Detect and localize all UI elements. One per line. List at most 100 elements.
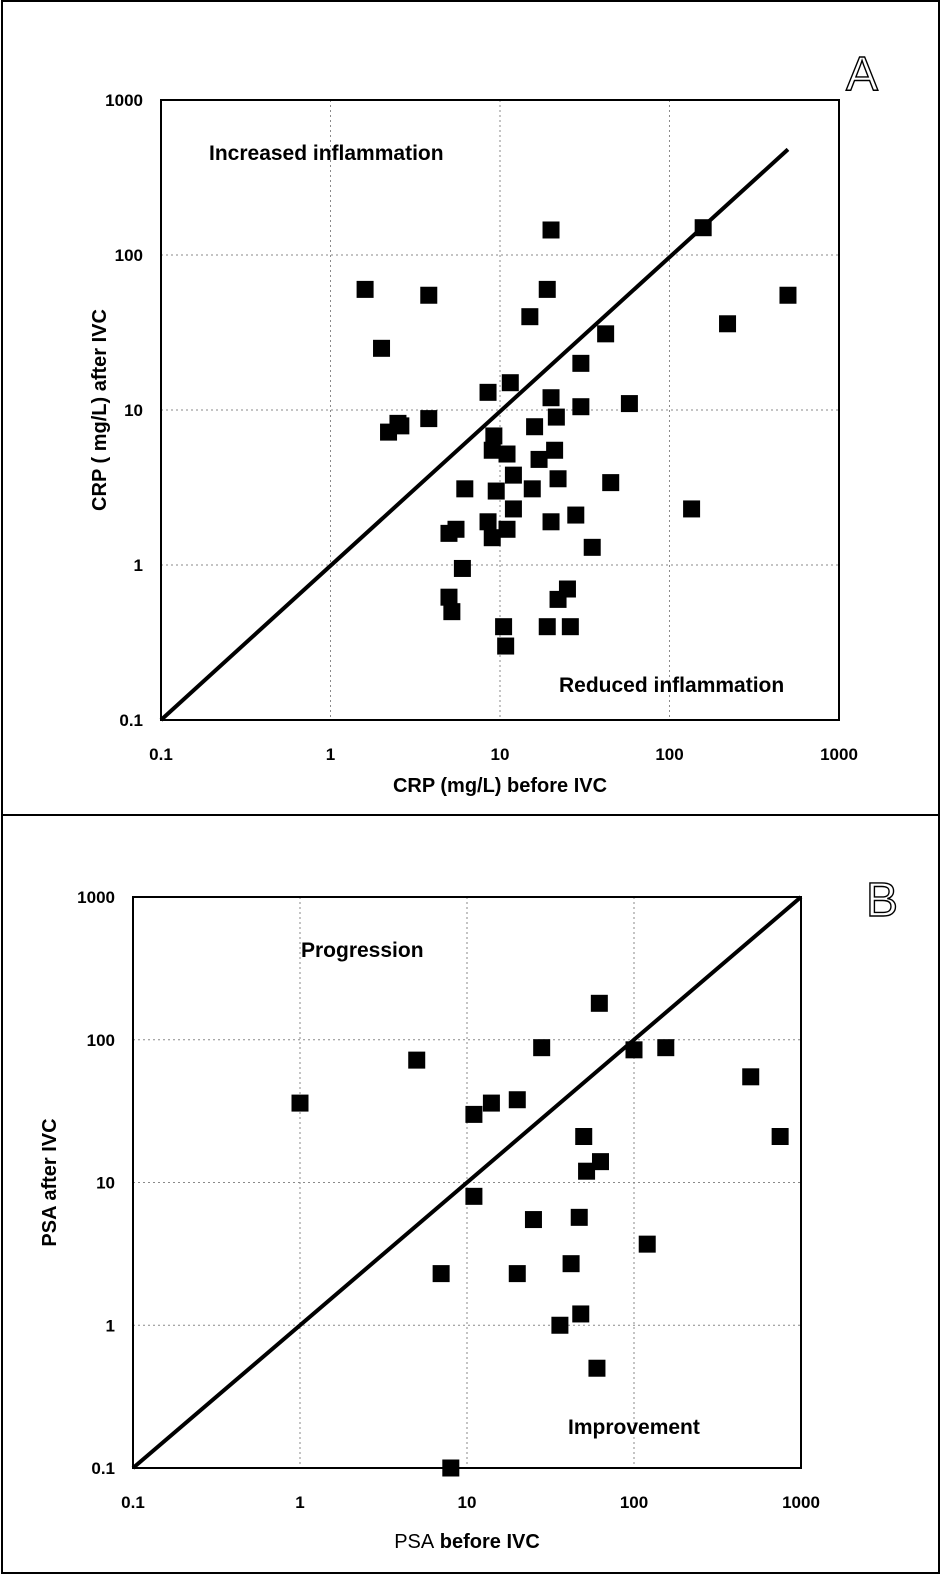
data-point-marker bbox=[562, 1255, 580, 1273]
data-point-marker bbox=[440, 588, 458, 606]
data-point-marker bbox=[657, 1039, 675, 1057]
data-point-marker bbox=[443, 603, 461, 621]
panel-a-y-tick-labels: 0.1 1 10 100 1000 bbox=[105, 91, 143, 730]
panel-b-plot-area bbox=[132, 896, 802, 1469]
panel-b-y-tick-label: 1000 bbox=[77, 888, 115, 907]
data-point-marker bbox=[620, 395, 638, 413]
panel-a-letter: A bbox=[846, 48, 878, 101]
panel-a-markers bbox=[356, 219, 797, 655]
data-point-marker bbox=[561, 618, 579, 636]
data-point-marker bbox=[291, 1094, 309, 1112]
panel-b-y-tick-label: 1 bbox=[106, 1316, 115, 1335]
data-point-marker bbox=[453, 559, 471, 577]
data-point-marker bbox=[432, 1265, 450, 1283]
panel-b-x-tick-labels: 0.1 1 10 100 1000 bbox=[121, 1493, 820, 1512]
data-point-marker bbox=[771, 1128, 789, 1146]
data-point-marker bbox=[498, 445, 516, 463]
panel-a-annotation-reduced: Reduced inflammation bbox=[559, 674, 784, 697]
data-point-marker bbox=[498, 520, 516, 538]
data-point-marker bbox=[570, 1208, 588, 1226]
panel-b-letter: B bbox=[866, 874, 898, 927]
data-point-marker bbox=[542, 513, 560, 531]
data-point-marker bbox=[779, 286, 797, 304]
data-point-marker bbox=[602, 474, 620, 492]
panel-a-x-tick-labels: 0.1 1 10 100 1000 bbox=[149, 745, 858, 764]
data-point-marker bbox=[521, 308, 539, 326]
data-point-marker bbox=[479, 383, 497, 401]
panel-a-y-tick-label: 1 bbox=[134, 556, 143, 575]
panel-b-x-tick-label: 1 bbox=[295, 1493, 304, 1512]
data-point-marker bbox=[447, 520, 465, 538]
panel-a-frame bbox=[1, 0, 940, 816]
panel-a-identity-line bbox=[159, 147, 790, 722]
data-point-marker bbox=[504, 500, 522, 518]
data-point-marker bbox=[530, 450, 548, 468]
panel-b-annotation-improvement: Improvement bbox=[568, 1416, 700, 1439]
data-point-marker bbox=[504, 466, 522, 484]
data-point-marker bbox=[546, 441, 564, 459]
data-point-marker bbox=[683, 500, 701, 518]
data-point-marker bbox=[508, 1091, 526, 1109]
data-point-marker bbox=[719, 315, 737, 333]
panel-a-y-tick-label: 100 bbox=[115, 246, 143, 265]
data-point-marker bbox=[578, 1162, 596, 1180]
data-point-marker bbox=[567, 506, 585, 524]
data-point-marker bbox=[547, 408, 565, 426]
panel-a-plot-area bbox=[160, 99, 840, 721]
data-point-marker bbox=[572, 354, 590, 372]
data-point-marker bbox=[538, 618, 556, 636]
data-point-marker bbox=[408, 1051, 426, 1069]
data-point-marker bbox=[625, 1041, 643, 1059]
panel-b-x-tick-label: 10 bbox=[458, 1493, 477, 1512]
data-point-marker bbox=[523, 480, 541, 498]
panel-a-x-tick-label: 10 bbox=[491, 745, 510, 764]
data-point-marker bbox=[483, 441, 501, 459]
panel-b-x-axis-title-rest: before IVC bbox=[440, 1531, 540, 1553]
data-point-marker bbox=[465, 1105, 483, 1123]
panel-b-y-tick-labels: 0.1 1 10 100 1000 bbox=[77, 888, 115, 1478]
data-point-marker bbox=[373, 339, 391, 357]
data-point-marker bbox=[392, 417, 410, 435]
data-point-marker bbox=[508, 1265, 526, 1283]
data-point-marker bbox=[591, 1153, 609, 1171]
data-point-marker bbox=[572, 1305, 590, 1323]
panel-b-y-tick-label: 10 bbox=[96, 1174, 115, 1193]
data-point-marker bbox=[558, 580, 576, 598]
data-point-marker bbox=[542, 221, 560, 239]
data-point-marker bbox=[694, 219, 712, 237]
panel-a-annotation-increased: Increased inflammation bbox=[209, 142, 444, 165]
panel-a-y-axis-title: CRP ( mg/L) after IVC bbox=[89, 309, 111, 511]
panel-b-x-tick-label: 0.1 bbox=[121, 1493, 145, 1512]
data-point-marker bbox=[533, 1039, 551, 1057]
data-point-marker bbox=[572, 398, 590, 416]
data-point-marker bbox=[483, 529, 501, 547]
data-point-marker bbox=[551, 1316, 569, 1334]
panel-a: 0.1 1 10 100 1000 0.1 1 10 100 1000 CRP … bbox=[89, 47, 879, 797]
panel-a-y-tick-label: 0.1 bbox=[119, 711, 143, 730]
data-point-marker bbox=[542, 389, 560, 407]
data-point-marker bbox=[420, 410, 438, 428]
data-point-marker bbox=[495, 618, 513, 636]
panel-b-y-axis-title: PSA after IVC bbox=[39, 1118, 61, 1246]
panel-a-x-axis-title: CRP (mg/L) before IVC bbox=[393, 775, 607, 797]
panel-b-y-tick-label: 0.1 bbox=[91, 1459, 115, 1478]
panel-b-x-axis-title-psa: PSA bbox=[394, 1531, 435, 1553]
data-point-marker bbox=[465, 1187, 483, 1205]
panel-b-x-axis-title: PSA before IVC bbox=[394, 1531, 540, 1553]
data-point-marker bbox=[482, 1094, 500, 1112]
panel-b-x-tick-label: 1000 bbox=[782, 1493, 820, 1512]
panel-b-y-tick-label: 100 bbox=[87, 1031, 115, 1050]
data-point-marker bbox=[538, 280, 556, 298]
panel-b: 0.1 1 10 100 1000 0.1 1 10 100 1000 PSA … bbox=[39, 873, 899, 1553]
data-point-marker bbox=[549, 470, 567, 488]
data-point-marker bbox=[588, 1359, 606, 1377]
panel-a-x-tick-label: 1 bbox=[326, 745, 335, 764]
data-point-marker bbox=[575, 1128, 593, 1146]
data-point-marker bbox=[583, 538, 601, 556]
panel-b-markers bbox=[291, 994, 789, 1477]
data-point-marker bbox=[420, 286, 438, 304]
data-point-marker bbox=[497, 637, 515, 655]
data-point-marker bbox=[526, 418, 544, 436]
panel-b-annotation-progression: Progression bbox=[301, 939, 424, 962]
